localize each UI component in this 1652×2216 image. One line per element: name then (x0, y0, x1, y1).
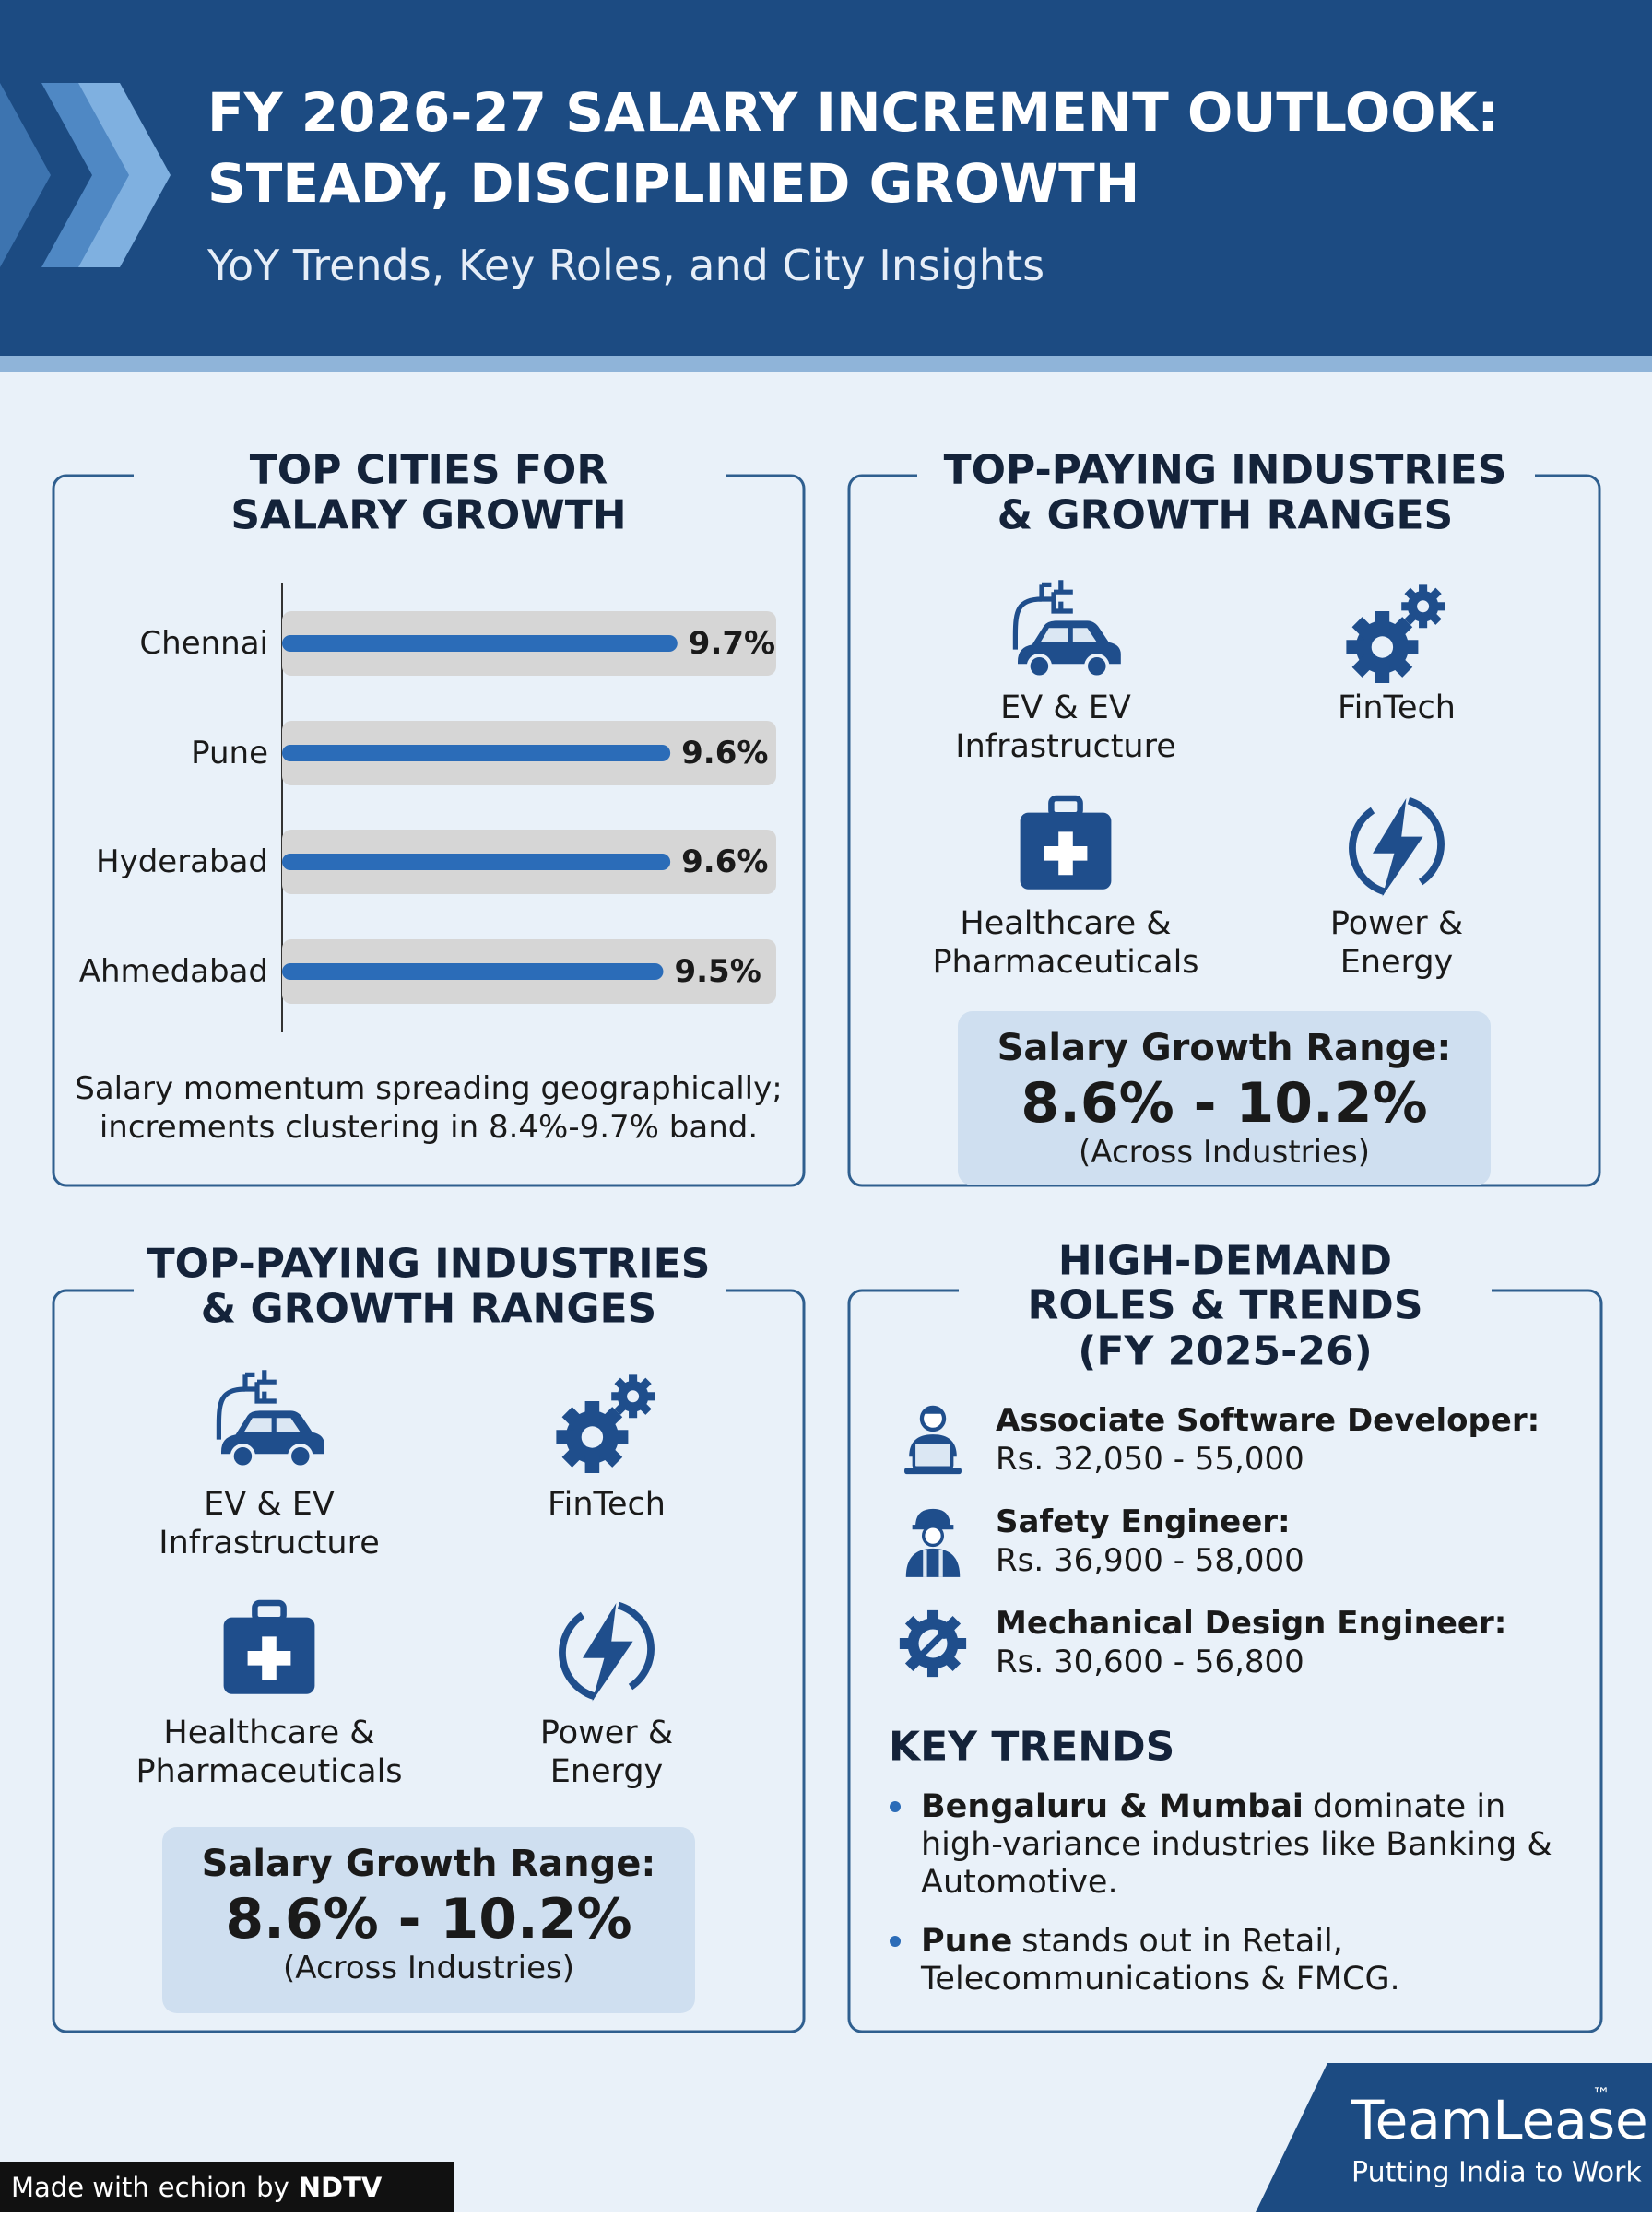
industry-label: Power & (540, 1715, 673, 1751)
industry-label: Pharmaceuticals (136, 1753, 402, 1790)
panel-title: & GROWTH RANGES (201, 1286, 656, 1333)
category-label: Hyderabad (96, 843, 268, 880)
role-pay: Rs. 36,900 - 58,000 (996, 1542, 1304, 1579)
trend-line: high-variance industries like Banking & (921, 1826, 1552, 1863)
bar (282, 963, 664, 980)
panel-title: (FY 2025-26) (1078, 1328, 1372, 1375)
category-label: Pune (191, 735, 268, 772)
trend-line: Automotive. (921, 1864, 1118, 1901)
range-label: Salary Growth Range: (997, 1027, 1452, 1069)
trends-title: KEY TRENDS (889, 1724, 1174, 1771)
range-note: (Across Industries) (1079, 1134, 1370, 1171)
range-label: Salary Growth Range: (202, 1843, 656, 1885)
panel-title: TOP-PAYING INDUSTRIES (148, 1241, 711, 1288)
industry-label: Pharmaceuticals (932, 944, 1198, 981)
chevron (78, 83, 171, 267)
role-pay: Rs. 32,050 - 55,000 (996, 1441, 1304, 1478)
chevron (0, 83, 51, 267)
panel-title: & GROWTH RANGES (997, 492, 1453, 539)
icon (900, 1610, 966, 1677)
industry-label: EV & EV (204, 1486, 335, 1523)
role-title: Mechanical Design Engineer: (996, 1605, 1506, 1642)
role-title: Associate Software Developer: (996, 1402, 1540, 1439)
note: increments clustering in 8.4%-9.7% band. (100, 1109, 758, 1146)
panel-gap (134, 466, 726, 485)
industry-label: FinTech (1338, 690, 1456, 726)
panel-title: TOP CITIES FOR (250, 447, 608, 494)
industry-label: FinTech (548, 1486, 666, 1523)
echion: echion (159, 2172, 247, 2203)
bullet (890, 1936, 901, 1947)
trend-line: Pune stands out in Retail, (921, 1923, 1343, 1960)
bar (282, 635, 678, 652)
made-with-box (0, 2162, 454, 2212)
range-box (162, 1827, 695, 2013)
industry-label: Healthcare & (960, 905, 1171, 942)
trend-line: Telecommunications & FMCG. (920, 1961, 1400, 1998)
made-with-text: Made with (11, 2172, 149, 2203)
trend-line: Bengaluru & Mumbai dominate in (921, 1788, 1505, 1825)
by: by (256, 2172, 289, 2203)
range-note: (Across Industries) (283, 1950, 574, 1986)
subtitle: YoY Trends, Key Roles, and City Insights (206, 241, 1044, 290)
range-value: 8.6% - 10.2% (225, 1887, 631, 1951)
bullet (890, 1801, 901, 1812)
category-label: Chennai (139, 625, 268, 662)
value-label: 9.5% (674, 953, 761, 990)
header-stripe (0, 356, 1652, 372)
value-label: 9.7% (689, 625, 775, 662)
trend-text: dominate in (1313, 1788, 1505, 1825)
note: Salary momentum spreading geographically… (75, 1070, 782, 1107)
industry-label: Energy (1340, 944, 1454, 981)
industry-label: Infrastructure (159, 1525, 380, 1562)
industry-label: Infrastructure (955, 728, 1176, 765)
panel-title: TOP-PAYING INDUSTRIES (944, 447, 1507, 494)
industry-label: Energy (550, 1753, 664, 1790)
title: FY 2026-27 SALARY INCREMENT OUTLOOK: (207, 81, 1499, 144)
brand-badge (1256, 2063, 1652, 2212)
category-label: Ahmedabad (79, 953, 268, 990)
panel-gap (134, 1281, 726, 1300)
panel-gap (959, 1281, 1492, 1300)
bar (282, 745, 671, 761)
header-band (0, 0, 1652, 356)
panel-title: ROLES & TRENDS (1027, 1282, 1422, 1329)
brand: TeamLease (1351, 2089, 1648, 2151)
made-with: Made with echion by NDTV (11, 2172, 383, 2203)
value-label: 9.6% (681, 843, 768, 880)
trend-text: stands out in Retail, (1021, 1923, 1343, 1960)
industry-label: Healthcare & (163, 1715, 374, 1751)
title: STEADY, DISCIPLINED GROWTH (207, 152, 1139, 215)
industry-label: Power & (1330, 905, 1463, 942)
trend-bold: Pune (921, 1923, 1012, 1960)
role-pay: Rs. 30,600 - 56,800 (996, 1644, 1304, 1680)
panel-title: SALARY GROWTH (230, 492, 626, 539)
trend-bold: Bengaluru & Mumbai (921, 1788, 1304, 1825)
bar (282, 854, 671, 870)
ndtv: NDTV (299, 2172, 383, 2203)
industry-label: EV & EV (1000, 690, 1131, 726)
panel-title: HIGH-DEMAND (1058, 1238, 1392, 1285)
value-label: 9.6% (681, 735, 768, 772)
tagline: Putting India to Work (1351, 2157, 1642, 2189)
role-title: Safety Engineer: (996, 1503, 1291, 1540)
trademark: ™ (1592, 2083, 1611, 2105)
range-value: 8.6% - 10.2% (1021, 1071, 1427, 1136)
panel-gap (917, 466, 1535, 485)
range-box (958, 1011, 1491, 1185)
